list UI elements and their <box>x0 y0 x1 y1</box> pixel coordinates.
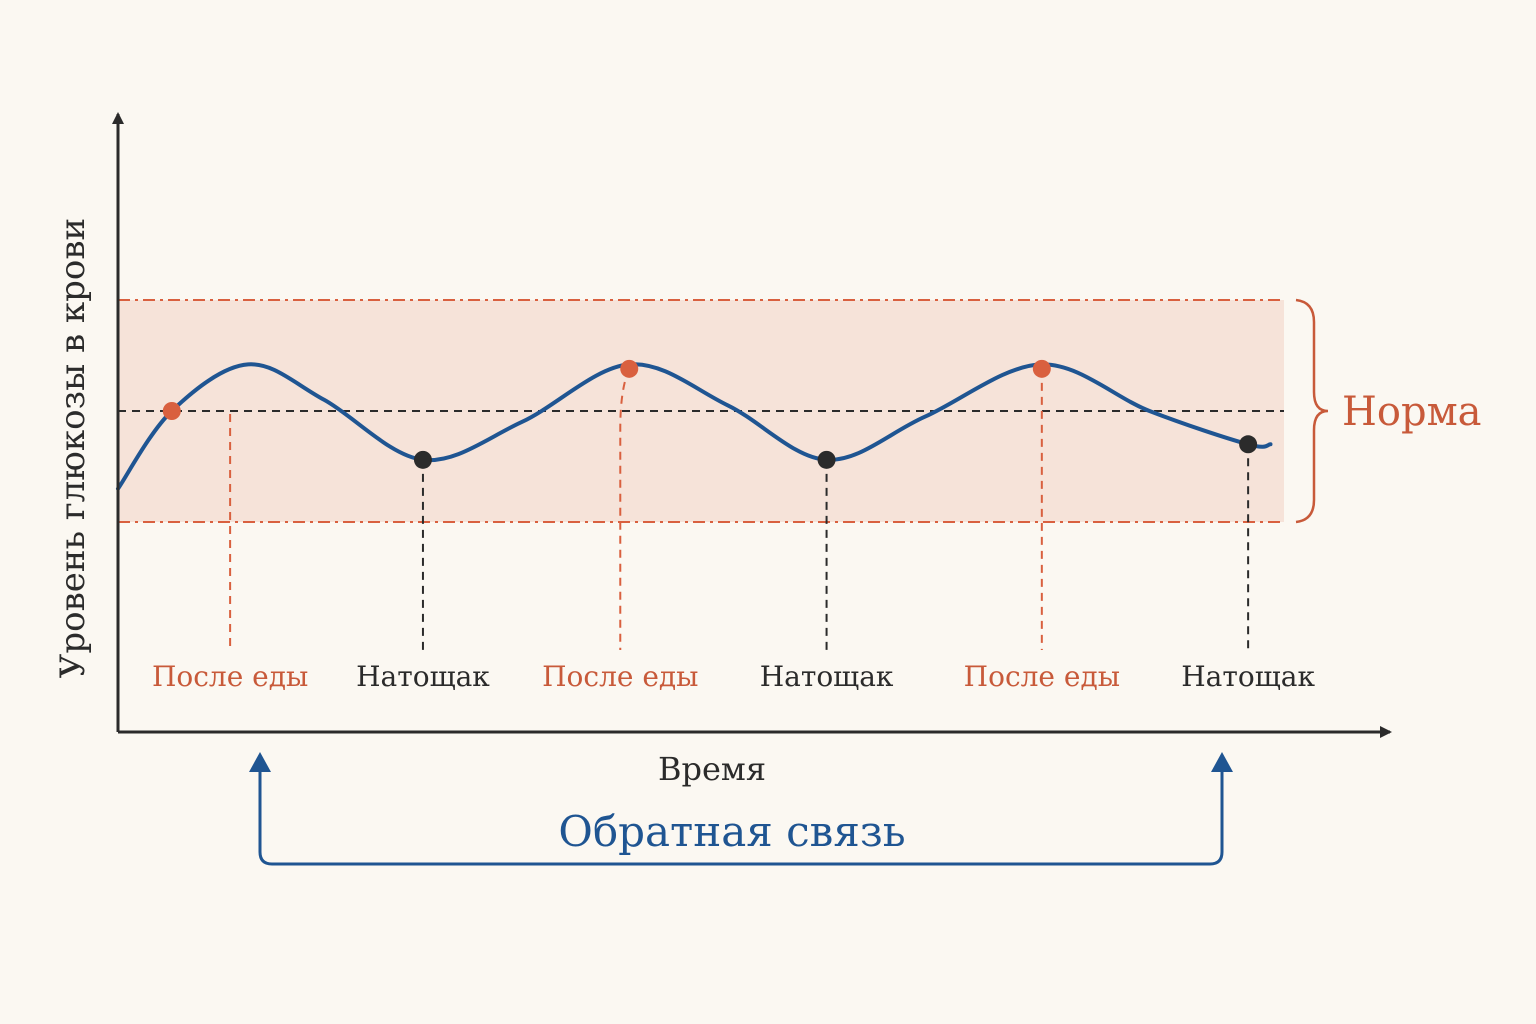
feedback-arrowhead-left <box>249 752 271 772</box>
marker-labels: После еды Натощак После еды Натощак После ед… <box>152 660 1316 693</box>
after-meal-point <box>620 359 639 378</box>
y-axis-label: Уровень глюкозы в крови <box>53 218 93 678</box>
feedback-loop-arrow <box>258 758 1224 866</box>
after-meal-label: После еды <box>964 660 1120 693</box>
glucose-curve <box>116 362 1273 491</box>
fasting-label: Натощак <box>1181 660 1315 693</box>
norm-label: Норма <box>1342 389 1482 435</box>
feedback-arrowhead-right <box>1211 752 1233 772</box>
after-meal-point <box>1032 359 1051 378</box>
x-axis-label: Время <box>658 750 766 788</box>
feedback-label: Обратная связь <box>558 807 905 856</box>
fasting-point <box>817 450 836 469</box>
after-meal-point <box>162 402 181 420</box>
norm-brace <box>1295 298 1329 524</box>
fasting-point <box>413 450 432 469</box>
after-meal-label: После еды <box>542 660 698 693</box>
fasting-label: Натощак <box>760 660 894 693</box>
marker-points <box>162 359 1258 469</box>
after-meal-label: После еды <box>152 660 308 693</box>
fasting-point <box>1239 435 1258 454</box>
fasting-label: Натощак <box>356 660 490 693</box>
